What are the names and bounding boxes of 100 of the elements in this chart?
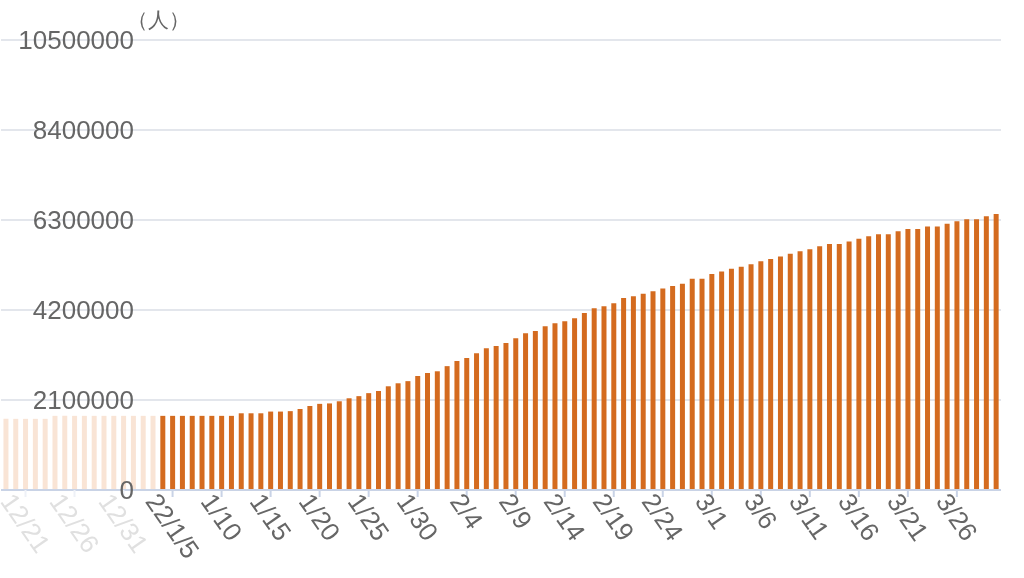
- bar: [326, 403, 332, 490]
- bar: [444, 366, 450, 490]
- bar: [179, 415, 185, 490]
- bar: [483, 348, 489, 490]
- bar: [336, 401, 342, 490]
- bar: [199, 415, 205, 490]
- bar: [170, 415, 176, 490]
- bar: [817, 246, 823, 490]
- bar: [709, 274, 715, 490]
- bar: [160, 415, 166, 490]
- bar: [523, 333, 529, 490]
- bar: [611, 303, 617, 490]
- bar: [836, 244, 842, 490]
- bar: [52, 415, 58, 490]
- bar: [72, 415, 78, 490]
- bar: [954, 221, 960, 490]
- x-tick-label: 2/4: [444, 487, 490, 535]
- bar: [846, 241, 852, 490]
- bar: [670, 286, 676, 490]
- bar: [287, 411, 293, 490]
- bar: [601, 306, 607, 490]
- x-tick-label: 2/9: [493, 487, 539, 535]
- bar: [974, 219, 980, 490]
- bar: [434, 371, 440, 490]
- bar: [238, 413, 244, 490]
- bar: [62, 415, 68, 490]
- bar: [111, 415, 117, 490]
- bar: [689, 278, 695, 490]
- bar: [415, 376, 421, 490]
- bar: [503, 343, 509, 490]
- bar: [944, 223, 950, 490]
- bar: [787, 253, 793, 490]
- bar: [591, 308, 597, 490]
- bar: [777, 256, 783, 490]
- y-tick-label: 2100000: [32, 385, 134, 416]
- bar: [307, 406, 313, 490]
- bar: [925, 226, 931, 490]
- bar: [385, 386, 391, 490]
- bar: [228, 415, 234, 490]
- bar: [219, 415, 225, 490]
- bar: [876, 234, 881, 490]
- bar: [101, 415, 107, 490]
- bar: [768, 259, 774, 490]
- y-tick-label: 4200000: [32, 295, 134, 326]
- bar: [209, 415, 215, 490]
- bar: [640, 293, 646, 490]
- bar: [474, 353, 480, 490]
- bar: [964, 219, 970, 490]
- bar: [581, 313, 587, 490]
- bar: [856, 238, 862, 490]
- y-tick-label: 6300000: [32, 205, 134, 236]
- bar: [277, 411, 283, 490]
- bar: [983, 216, 989, 490]
- y-tick-label: 8400000: [32, 115, 134, 146]
- bar: [934, 226, 940, 490]
- bar: [258, 413, 264, 490]
- bar: [356, 396, 362, 490]
- bar: [268, 411, 274, 490]
- x-tick-label: 3/6: [738, 487, 784, 535]
- bar: [189, 415, 195, 490]
- bar: [464, 358, 470, 490]
- bar: [993, 214, 999, 490]
- bar: [346, 398, 352, 490]
- bar: [91, 415, 97, 490]
- bar: [826, 244, 832, 490]
- bar: [621, 298, 627, 490]
- bar: [81, 415, 87, 490]
- bar: [513, 338, 519, 490]
- bar: [572, 318, 578, 490]
- bar: [248, 413, 254, 490]
- bar: [905, 229, 911, 490]
- bar: [32, 418, 38, 490]
- bar: [150, 415, 156, 490]
- bar: [895, 231, 901, 490]
- bar: [738, 266, 744, 490]
- bar: [42, 418, 48, 490]
- bar: [405, 381, 411, 490]
- bar: [3, 418, 9, 490]
- bar: [552, 323, 558, 490]
- bar: [542, 326, 548, 490]
- bar: [366, 393, 372, 490]
- bar: [532, 331, 538, 490]
- bar: [630, 296, 636, 490]
- bar: [562, 321, 568, 490]
- x-tick-label: 3/1: [689, 487, 735, 535]
- bar: [748, 264, 754, 490]
- bar: [758, 261, 764, 490]
- bar: [395, 383, 401, 490]
- bar: [650, 291, 656, 490]
- bar: [728, 268, 734, 490]
- bar: [807, 249, 813, 490]
- bar: [719, 271, 725, 490]
- bar: [493, 346, 499, 490]
- bar: [297, 409, 303, 490]
- bar: [425, 373, 431, 490]
- bar: [13, 418, 19, 490]
- bar: [376, 391, 381, 490]
- bar: [660, 288, 666, 490]
- bar: [915, 229, 921, 490]
- bar: [140, 415, 146, 490]
